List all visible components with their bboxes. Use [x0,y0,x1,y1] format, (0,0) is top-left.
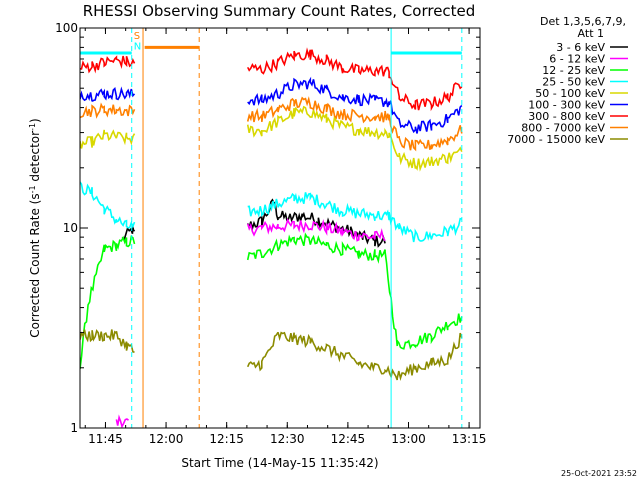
series-4-segment-0 [80,129,136,149]
legend-label-1: 6 - 12 keV [549,53,605,66]
series-7-segment-0 [80,102,136,119]
x-tick-label-4: 12:45 [331,432,366,446]
y-tick-label-1: 10 [63,221,78,235]
series-7-segment-1 [246,96,463,152]
y-axis-label: Corrected Count Rate (s-1 detector-1) [28,118,43,337]
series-5-segment-0 [80,86,136,102]
legend-label-3: 25 - 50 keV [542,76,605,89]
series-3-segment-1 [247,192,462,243]
series-1-segment-0 [115,414,129,428]
x-tick-label-3: 12:30 [270,432,305,446]
chart-title: RHESSI Observing Summary Count Rates, Co… [83,2,476,20]
y-tick-label-0: 100 [55,21,78,35]
series-8-segment-0 [80,329,135,353]
overlay-layer: SN [80,28,463,428]
legend-label-6: 300 - 800 keV [528,110,605,123]
series-4-segment-1 [246,105,463,172]
x-tick-label-1: 12:00 [149,432,184,446]
legend-label-4: 50 - 100 keV [535,87,605,100]
series-2-segment-0 [80,235,136,370]
series-8-segment-1 [246,331,463,381]
night-marker-n: N [134,42,141,53]
legend-label-0: 3 - 6 keV [556,41,605,54]
x-tick-label-5: 13:00 [391,432,426,446]
legend-label-2: 12 - 25 keV [542,64,605,77]
x-tick-label-6: 13:15 [452,432,487,446]
legend-header-line2: Att 1 [578,27,604,40]
legend-header-line1: Det 1,3,5,6,7,9, [540,15,626,28]
saa-marker-s: S [134,31,140,42]
series-6-segment-1 [246,47,463,112]
legend-label-5: 100 - 300 keV [528,99,605,112]
series-5-segment-1 [247,76,463,134]
x-tick-label-0: 11:45 [88,432,123,446]
series-layer [80,47,463,428]
legend-label-7: 800 - 7000 keV [521,122,605,135]
x-tick-label-2: 12:15 [209,432,244,446]
axes-layer: 11:45 12:00 12:15 12:30 12:45 13:00 13:15 100 10… [55,21,486,446]
x-axis-label: Start Time (14-May-15 11:35:42) [181,456,378,470]
series-3-segment-0 [80,181,136,229]
legend-label-8: 7000 - 15000 keV [507,133,605,146]
y-tick-label-2: 1 [70,421,78,435]
footer-date: 25-Oct-2021 23:52 [561,469,637,478]
series-1-segment-1 [246,217,386,242]
series-6-segment-0 [80,55,136,74]
series-2-segment-1 [246,232,463,350]
